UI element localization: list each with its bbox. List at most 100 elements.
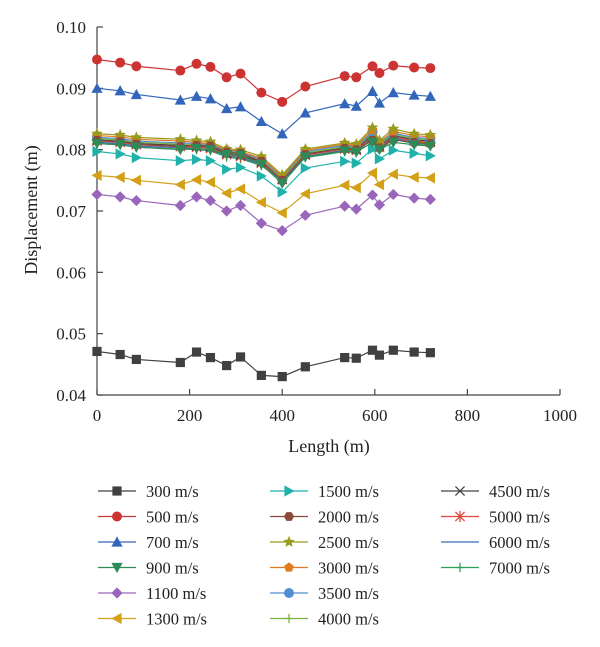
data-point <box>114 140 126 151</box>
data-point <box>374 350 385 360</box>
data-point <box>350 147 362 158</box>
data-point <box>408 127 420 139</box>
legend-label: 2000 m/s <box>318 508 379 527</box>
data-point <box>299 188 310 200</box>
data-point <box>191 347 202 357</box>
data-point <box>256 87 267 98</box>
data-point <box>256 170 267 182</box>
legend-swatch-marker <box>283 512 295 521</box>
legend-item: 1500 m/s <box>270 482 379 501</box>
series-1500-m-s <box>92 143 436 198</box>
legend-item: 6000 m/s <box>441 533 550 552</box>
data-point <box>373 97 386 108</box>
data-point <box>387 137 399 148</box>
data-point <box>276 225 288 237</box>
legend-item: 4500 m/s <box>441 482 550 501</box>
data-point <box>387 122 400 134</box>
legend-swatch-marker <box>111 587 123 599</box>
legend-swatch-marker <box>111 612 122 625</box>
legend-item: 3000 m/s <box>270 559 379 578</box>
data-point <box>221 72 232 83</box>
legend-item: 2000 m/s <box>270 508 379 527</box>
data-point <box>351 353 361 363</box>
data-point <box>130 194 142 207</box>
legend-item: 4000 m/s <box>270 610 379 629</box>
data-point <box>190 191 203 203</box>
data-point <box>276 178 288 189</box>
data-point <box>300 362 310 372</box>
data-point <box>115 148 126 160</box>
data-point <box>366 167 378 179</box>
data-point <box>408 89 420 100</box>
legend-swatch-marker <box>454 510 466 523</box>
data-point <box>424 141 436 152</box>
data-point <box>114 171 125 183</box>
data-point <box>221 187 232 199</box>
legend-swatch-marker <box>454 485 466 497</box>
data-point <box>350 182 361 194</box>
data-point <box>366 121 379 133</box>
data-point <box>255 217 267 229</box>
series-layer <box>91 54 437 382</box>
legend-item: 500 m/s <box>98 508 199 527</box>
series-900-m-s <box>91 137 436 189</box>
y-tick-label: 0.10 <box>56 18 86 37</box>
data-point <box>235 352 246 362</box>
legend-label: 4500 m/s <box>489 482 550 501</box>
legend-item: 900 m/s <box>98 559 199 578</box>
data-point <box>277 372 287 382</box>
data-point <box>424 90 436 101</box>
data-point <box>131 354 141 365</box>
data-point <box>221 205 233 217</box>
data-point <box>425 150 436 162</box>
data-point <box>409 147 420 159</box>
data-point <box>256 370 266 380</box>
data-point <box>373 179 385 191</box>
data-point <box>204 176 216 188</box>
legend-swatch-marker <box>284 588 294 598</box>
data-point <box>299 107 311 118</box>
legend-swatch-marker <box>112 511 122 522</box>
legend-item: 5000 m/s <box>441 508 550 527</box>
data-point <box>91 188 103 201</box>
data-point <box>299 152 311 163</box>
data-point <box>388 345 398 355</box>
x-tick-label: 600 <box>362 406 388 425</box>
data-point <box>204 194 217 207</box>
data-point <box>204 93 217 104</box>
data-point <box>339 98 351 109</box>
legend-swatch-marker <box>284 562 294 572</box>
legend-label: 7000 m/s <box>489 559 550 578</box>
series-line <box>96 87 431 135</box>
data-point <box>339 200 351 212</box>
data-point <box>373 145 386 156</box>
data-point <box>131 152 142 164</box>
legend-label: 3000 m/s <box>318 559 379 578</box>
legend-item: 7000 m/s <box>441 559 550 578</box>
data-point <box>300 162 311 174</box>
data-point <box>190 174 202 186</box>
data-point <box>350 100 362 111</box>
data-point <box>191 153 203 166</box>
series-1300-m-s <box>91 167 435 219</box>
data-point <box>374 153 386 165</box>
data-point <box>299 209 311 221</box>
data-point <box>174 145 186 156</box>
legend-label: 5000 m/s <box>489 508 550 527</box>
legend-item: 1100 m/s <box>98 584 206 603</box>
legend-swatch-marker <box>455 562 465 573</box>
x-tick-label: 0 <box>93 406 102 425</box>
data-point <box>276 207 287 219</box>
data-point <box>373 199 386 211</box>
data-point <box>204 145 217 156</box>
y-axis-title: Displacement (m) <box>21 145 42 274</box>
data-point <box>130 142 142 153</box>
legend: 300 m/s 500 m/s 700 m/s 900 m/s 1100 m/s 1300… <box>98 482 550 629</box>
legend-label: 2500 m/s <box>318 533 379 552</box>
data-point <box>387 87 399 98</box>
legend-label: 900 m/s <box>146 559 199 578</box>
data-point <box>174 94 186 105</box>
y-tick-label: 0.05 <box>56 325 86 344</box>
data-point <box>367 143 379 155</box>
data-point <box>388 144 399 156</box>
